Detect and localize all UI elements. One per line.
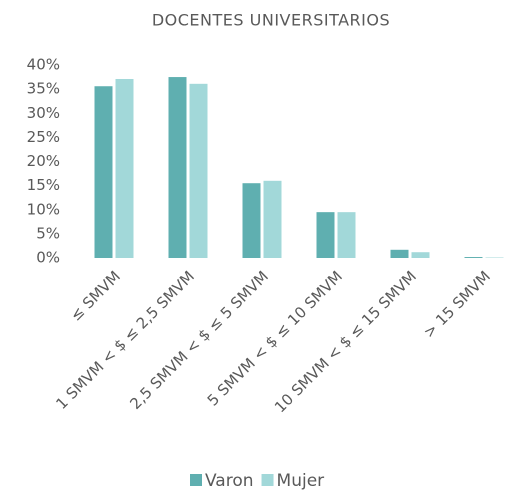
y-tick-label: 35% bbox=[27, 80, 60, 98]
bar bbox=[464, 257, 483, 258]
x-tick-label: 1 SMVM < $ ≤ 2,5 SMVM bbox=[52, 267, 198, 413]
x-tick-label: 2,5 SMVM < $ ≤ 5 SMVM bbox=[126, 267, 272, 413]
legend-label: Varon bbox=[205, 471, 254, 491]
bar bbox=[168, 77, 187, 258]
y-tick-label: 5% bbox=[36, 224, 60, 242]
bar bbox=[115, 78, 134, 259]
bar bbox=[263, 180, 282, 258]
y-tick-label: 30% bbox=[27, 104, 60, 122]
legend-swatch bbox=[261, 474, 274, 486]
y-tick-label: 0% bbox=[36, 249, 60, 267]
y-tick-label: 40% bbox=[27, 56, 60, 74]
y-tick-label: 15% bbox=[27, 176, 60, 194]
x-tick-label: > 15 SMVM bbox=[420, 267, 494, 341]
bar bbox=[411, 252, 430, 258]
legend-label: Mujer bbox=[277, 471, 325, 491]
y-tick-label: 25% bbox=[27, 128, 60, 146]
bar bbox=[337, 212, 356, 258]
y-tick-label: 20% bbox=[27, 152, 60, 170]
chart-title: DOCENTES UNIVERSITARIOS bbox=[152, 11, 390, 30]
bar bbox=[242, 183, 261, 258]
bar bbox=[316, 212, 335, 258]
bar bbox=[189, 83, 208, 258]
bar bbox=[390, 249, 409, 258]
x-tick-label: ≤ SMVM bbox=[67, 267, 124, 324]
x-tick-label: 5 SMVM < $ ≤ 10 SMVM bbox=[204, 267, 346, 409]
legend-swatch bbox=[190, 474, 202, 486]
x-tick-label: 10 SMVM < $ ≤ 15 SMVM bbox=[271, 267, 420, 416]
y-tick-label: 10% bbox=[27, 200, 60, 218]
bar bbox=[94, 86, 113, 258]
